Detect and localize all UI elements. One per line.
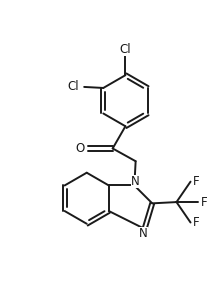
Text: N: N xyxy=(139,227,148,240)
Text: F: F xyxy=(193,175,200,188)
Text: O: O xyxy=(75,142,84,155)
Text: F: F xyxy=(193,216,200,229)
Text: Cl: Cl xyxy=(120,43,131,56)
Text: N: N xyxy=(131,175,140,188)
Text: Cl: Cl xyxy=(67,80,79,93)
Text: F: F xyxy=(201,196,208,209)
